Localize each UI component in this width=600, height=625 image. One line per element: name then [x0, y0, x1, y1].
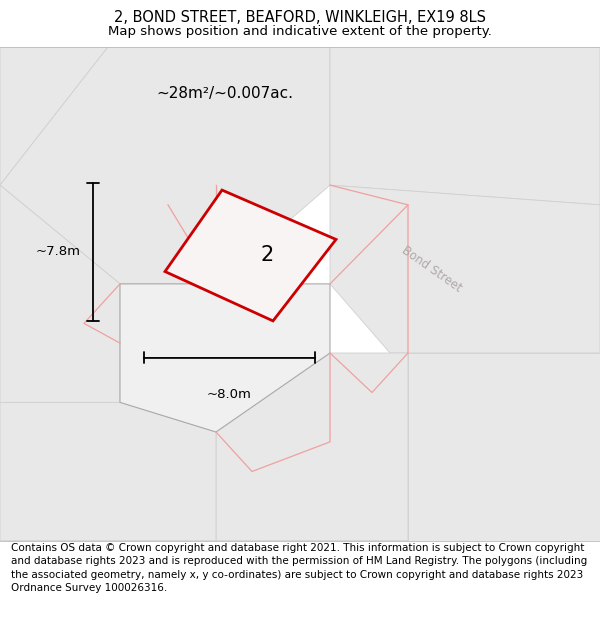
Polygon shape: [408, 353, 600, 541]
Polygon shape: [330, 185, 600, 353]
Polygon shape: [0, 402, 216, 541]
Polygon shape: [120, 284, 330, 432]
Text: Contains OS data © Crown copyright and database right 2021. This information is : Contains OS data © Crown copyright and d…: [11, 543, 587, 592]
Text: Bond Street: Bond Street: [400, 244, 464, 294]
Text: ~7.8m: ~7.8m: [36, 245, 81, 258]
Polygon shape: [216, 353, 408, 541]
Polygon shape: [330, 47, 600, 205]
Text: Map shows position and indicative extent of the property.: Map shows position and indicative extent…: [108, 26, 492, 39]
Text: 2: 2: [260, 246, 274, 266]
Polygon shape: [0, 47, 108, 185]
Polygon shape: [0, 185, 120, 402]
Text: ~8.0m: ~8.0m: [207, 388, 252, 401]
Text: ~28m²/~0.007ac.: ~28m²/~0.007ac.: [156, 86, 293, 101]
Polygon shape: [165, 190, 336, 321]
Text: 2, BOND STREET, BEAFORD, WINKLEIGH, EX19 8LS: 2, BOND STREET, BEAFORD, WINKLEIGH, EX19…: [114, 10, 486, 25]
Polygon shape: [0, 47, 330, 284]
